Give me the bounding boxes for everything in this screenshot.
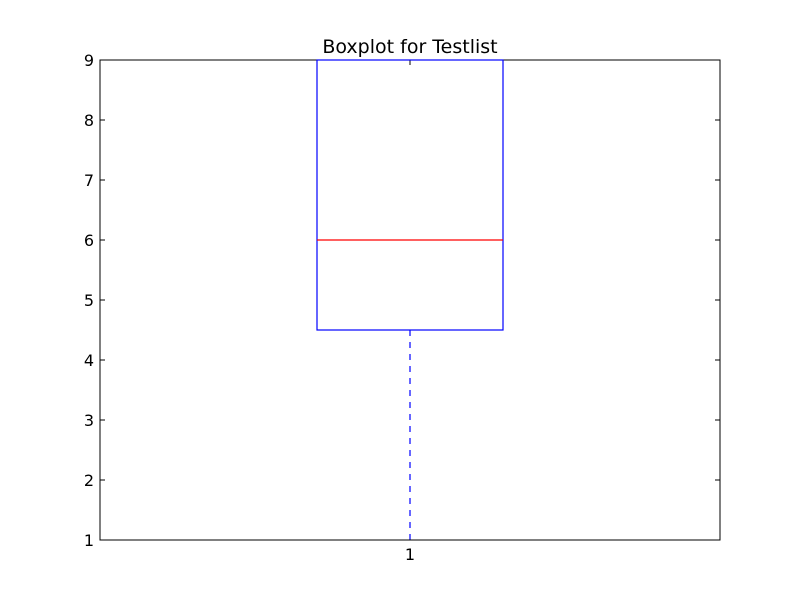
chart-title: Boxplot for Testlist	[322, 36, 497, 58]
y-tick-label: 9	[84, 51, 94, 70]
y-tick-label: 2	[84, 471, 94, 490]
y-tick-label: 3	[84, 411, 94, 430]
y-tick-label: 8	[84, 111, 94, 130]
y-tick-label: 5	[84, 291, 94, 310]
y-tick-label: 4	[84, 351, 94, 370]
plot-area	[99, 59, 721, 541]
y-tick-label: 1	[84, 531, 94, 550]
y-tick-label: 6	[84, 231, 94, 250]
x-tick-label: 1	[405, 545, 415, 564]
box-group	[316, 59, 504, 541]
y-tick-label: 7	[84, 171, 94, 190]
y-axis: 1 2 3 4 5 6 7 8 9	[84, 51, 720, 550]
box-iqr	[316, 59, 504, 331]
